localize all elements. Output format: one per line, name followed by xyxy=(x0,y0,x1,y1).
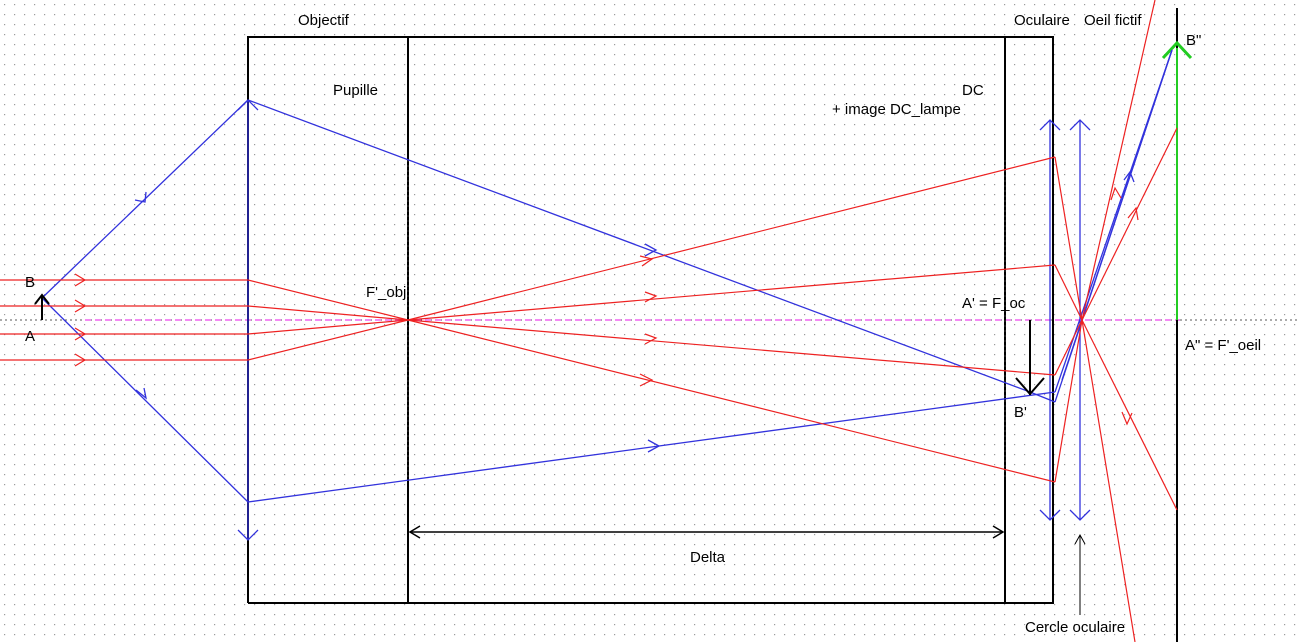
label-a-prime-f-oc: A' = F_oc xyxy=(962,295,1026,312)
label-oculaire: Oculaire xyxy=(1014,12,1070,29)
label-f-obj: F'_obj xyxy=(366,284,406,301)
blue-ray-arrowheads xyxy=(134,170,1135,453)
object-arrow xyxy=(34,293,50,320)
label-delta: Delta xyxy=(690,549,726,566)
eyepiece-lens xyxy=(1039,119,1091,521)
label-b-double-prime: B" xyxy=(1186,32,1201,49)
label-oeil-fictif: Oeil fictif xyxy=(1084,12,1142,29)
label-b: B xyxy=(25,274,35,291)
label-a-double-prime-f-oeil: A" = F'_oeil xyxy=(1185,337,1261,354)
label-pupille: Pupille xyxy=(333,82,378,99)
label-image-dc-lampe: + image DC_lampe xyxy=(832,101,961,118)
label-cercle-oculaire: Cercle oculaire xyxy=(1025,619,1125,636)
delta-dimension-arrow xyxy=(408,525,1005,539)
label-b-prime: B' xyxy=(1014,404,1027,421)
red-rays xyxy=(0,0,1178,642)
label-a: A xyxy=(25,328,35,345)
cercle-oculaire-pointer xyxy=(1074,533,1086,615)
label-objectif: Objectif xyxy=(298,12,350,29)
intermediate-image-arrow xyxy=(1015,320,1045,396)
label-dc: DC xyxy=(962,82,984,99)
final-image-arrowhead xyxy=(1161,40,1193,60)
red-ray-arrowheads xyxy=(74,186,1139,426)
